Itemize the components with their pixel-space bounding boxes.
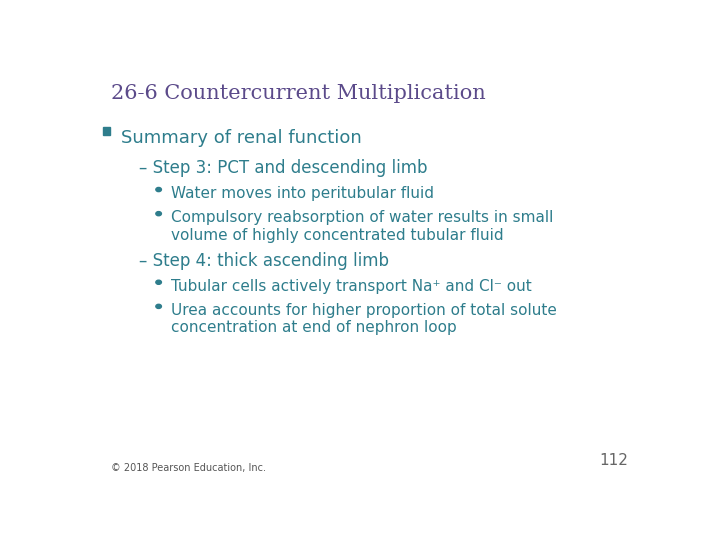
FancyBboxPatch shape [103,127,110,136]
Text: Urea accounts for higher proportion of total solute
concentration at end of neph: Urea accounts for higher proportion of t… [171,303,557,335]
Circle shape [156,187,161,192]
Circle shape [156,305,161,308]
Text: – Step 3: PCT and descending limb: – Step 3: PCT and descending limb [138,159,427,177]
Circle shape [156,212,161,216]
Text: Water moves into peritubular fluid: Water moves into peritubular fluid [171,186,434,201]
Text: 26-6 Countercurrent Multiplication: 26-6 Countercurrent Multiplication [111,84,486,103]
Circle shape [156,280,161,285]
Text: Summary of renal function: Summary of renal function [121,129,361,147]
Text: Compulsory reabsorption of water results in small
volume of highly concentrated : Compulsory reabsorption of water results… [171,211,553,243]
Text: 112: 112 [600,453,629,468]
Text: © 2018 Pearson Education, Inc.: © 2018 Pearson Education, Inc. [111,463,266,473]
Text: Tubular cells actively transport Na⁺ and Cl⁻ out: Tubular cells actively transport Na⁺ and… [171,279,531,294]
Text: – Step 4: thick ascending limb: – Step 4: thick ascending limb [138,252,389,270]
